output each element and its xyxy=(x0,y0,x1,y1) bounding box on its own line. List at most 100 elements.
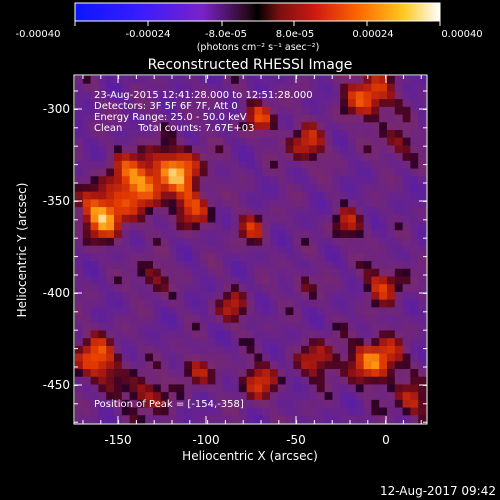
heatmap-cell xyxy=(82,345,91,354)
heatmap-cell xyxy=(262,137,271,146)
heatmap-cell xyxy=(246,99,255,108)
heatmap-cell xyxy=(277,129,286,139)
heatmap-cell xyxy=(309,222,318,231)
heatmap-cell xyxy=(363,145,372,154)
heatmap-cell xyxy=(301,222,310,231)
heatmap-cell xyxy=(410,183,419,193)
heatmap-cell xyxy=(145,376,154,385)
heatmap-cell xyxy=(332,261,341,270)
heatmap-cell xyxy=(309,291,318,301)
heatmap-cell xyxy=(199,207,208,216)
heatmap-cell xyxy=(176,253,185,262)
heatmap-cell xyxy=(332,222,341,231)
heatmap-cell xyxy=(90,91,99,100)
heatmap-cell xyxy=(270,338,279,347)
heatmap-cell xyxy=(114,214,123,223)
heatmap-cell xyxy=(387,91,396,100)
heatmap-cell xyxy=(363,91,372,100)
heatmap-cell xyxy=(192,214,201,223)
heatmap-cell xyxy=(82,191,91,200)
heatmap-cell xyxy=(332,106,341,115)
heatmap-cell xyxy=(75,322,84,331)
heatmap-cell xyxy=(387,330,396,339)
heatmap-cell xyxy=(246,307,255,316)
heatmap-cell xyxy=(285,230,294,239)
heatmap-cell xyxy=(301,415,310,424)
heatmap-cell xyxy=(293,168,302,177)
heatmap-cell xyxy=(184,230,193,239)
heatmap-cell xyxy=(114,230,123,239)
heatmap-cell xyxy=(160,83,169,92)
heatmap-cell xyxy=(410,307,419,316)
heatmap-cell xyxy=(348,91,357,100)
heatmap-cell xyxy=(340,214,349,223)
heatmap-cell xyxy=(199,237,208,247)
heatmap-cell xyxy=(262,199,271,208)
heatmap-cell xyxy=(106,276,115,285)
heatmap-cell xyxy=(82,399,91,408)
heatmap-cell xyxy=(394,307,403,316)
heatmap-cell xyxy=(410,284,419,293)
heatmap-cell xyxy=(207,222,216,231)
heatmap-cell xyxy=(168,353,177,362)
heatmap-cell xyxy=(402,307,411,316)
heatmap-cell xyxy=(316,106,325,115)
heatmap-cell xyxy=(402,330,411,339)
heatmap-cell xyxy=(153,83,162,92)
heatmap-cell xyxy=(106,307,115,316)
heatmap-cell xyxy=(75,299,84,308)
heatmap-cell xyxy=(301,299,310,308)
heatmap-cell xyxy=(379,322,388,331)
heatmap-cell xyxy=(98,214,107,223)
heatmap-cell xyxy=(340,361,349,370)
heatmap-cell xyxy=(332,122,341,131)
heatmap-cell xyxy=(270,392,279,401)
heatmap-cell xyxy=(98,330,107,339)
heatmap-cell xyxy=(121,106,130,115)
heatmap-cell xyxy=(192,168,201,177)
heatmap-cell xyxy=(324,207,333,216)
heatmap-cell xyxy=(340,338,349,347)
heatmap-cell xyxy=(207,76,216,85)
heatmap-cell xyxy=(348,276,357,285)
heatmap-cell xyxy=(160,237,169,247)
heatmap-cell xyxy=(355,168,364,177)
heatmap-cell xyxy=(363,106,372,115)
heatmap-cell xyxy=(418,129,427,139)
heatmap-cell xyxy=(238,268,247,277)
heatmap-cell xyxy=(262,399,271,408)
heatmap-cell xyxy=(215,207,224,216)
heatmap-cell xyxy=(168,338,177,347)
heatmap-cell xyxy=(231,353,240,362)
heatmap-cell xyxy=(410,245,419,254)
heatmap-cell xyxy=(293,345,302,354)
heatmap-cell xyxy=(145,83,154,92)
heatmap-cell xyxy=(418,369,427,378)
heatmap-cell xyxy=(176,129,185,139)
colorbar-tick-label: -8.0e-05 xyxy=(205,29,247,40)
heatmap-cell xyxy=(262,114,271,123)
heatmap-cell xyxy=(371,145,380,154)
heatmap-cell xyxy=(254,284,263,293)
heatmap-cell xyxy=(402,291,411,301)
heatmap-cell xyxy=(301,114,310,123)
heatmap-cell xyxy=(184,183,193,193)
heatmap-cell xyxy=(340,230,349,239)
heatmap-cell xyxy=(316,392,325,401)
heatmap-cell xyxy=(371,153,380,162)
heatmap-cell xyxy=(199,345,208,354)
heatmap-cell xyxy=(309,338,318,347)
heatmap-cell xyxy=(410,315,419,324)
heatmap-cell xyxy=(316,245,325,254)
heatmap-cell xyxy=(114,137,123,146)
heatmap-cell xyxy=(355,384,364,393)
heatmap-cell xyxy=(371,399,380,408)
heatmap-cell xyxy=(254,99,263,108)
heatmap-cell xyxy=(207,268,216,277)
heatmap-cell xyxy=(129,76,138,85)
heatmap-cell xyxy=(176,315,185,324)
heatmap-cell xyxy=(153,322,162,331)
heatmap-cell xyxy=(402,191,411,200)
heatmap-cell xyxy=(82,237,91,247)
heatmap-cell xyxy=(270,114,279,123)
